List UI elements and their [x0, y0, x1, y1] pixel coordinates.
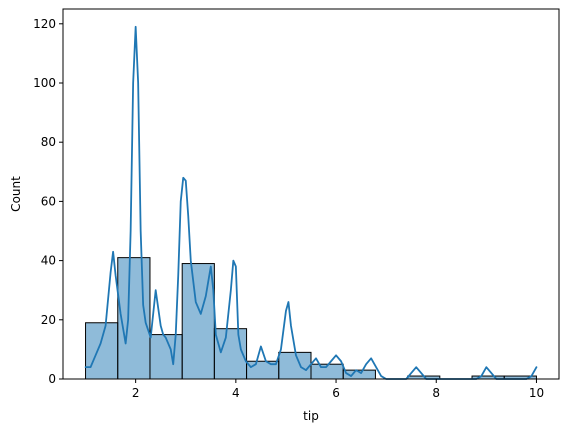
kde-layer — [84, 25, 538, 380]
y-tick-label: 20 — [41, 313, 56, 327]
y-tick-label: 40 — [41, 254, 56, 268]
histogram-bar-2 — [149, 334, 183, 380]
plot-frame — [62, 8, 560, 380]
x-tick-label: 8 — [432, 386, 440, 400]
y-tick-label: 60 — [41, 194, 56, 208]
x-axis-ticks: 2 4 6 8 10 — [132, 379, 544, 400]
y-axis-ticks: 0 20 40 60 80 100 120 — [33, 17, 63, 386]
axes-layer — [62, 8, 560, 380]
histogram-bar-3 — [181, 263, 215, 380]
x-tick-label: 4 — [232, 386, 240, 400]
y-axis-label: Count — [9, 176, 23, 212]
bars-layer — [85, 257, 537, 380]
x-tick-label: 2 — [132, 386, 140, 400]
y-tick-label: 0 — [48, 372, 56, 386]
x-axis-label: tip — [303, 409, 319, 423]
histogram-bar-4 — [213, 328, 248, 380]
histogram-bar-0 — [85, 322, 119, 380]
y-tick-label: 80 — [41, 135, 56, 149]
x-tick-label: 6 — [332, 386, 340, 400]
y-tick-label: 120 — [33, 17, 56, 31]
x-tick-label: 10 — [529, 386, 544, 400]
histogram-bar-6 — [278, 351, 312, 380]
y-tick-label: 100 — [33, 76, 56, 90]
kde-line — [84, 25, 538, 380]
